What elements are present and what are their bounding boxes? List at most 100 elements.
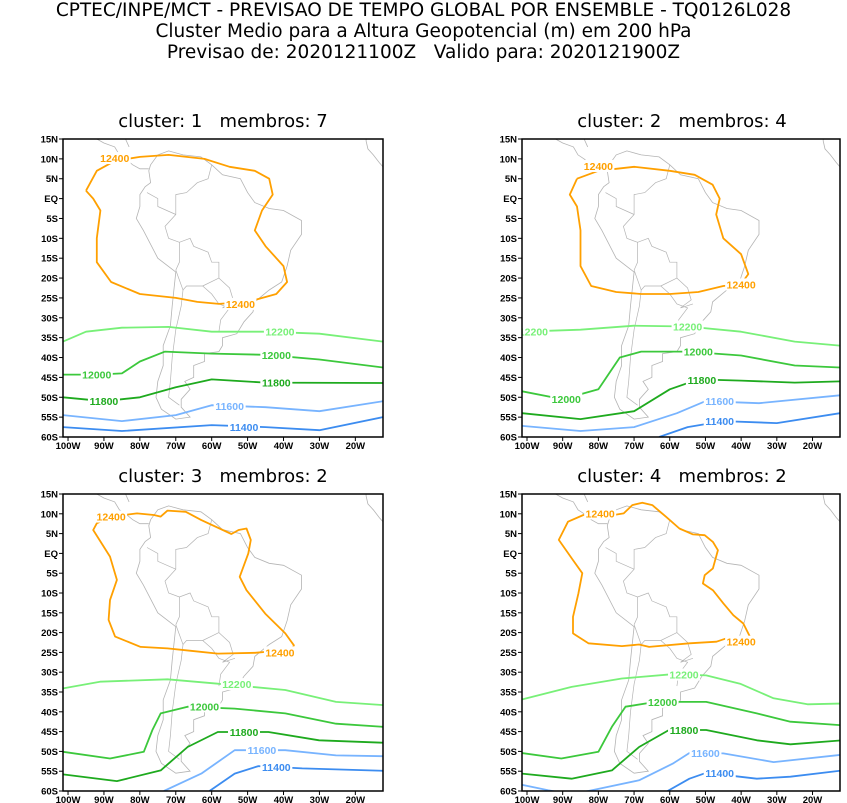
contour-11600 — [522, 752, 840, 791]
contour-label-12400: 12400 — [586, 508, 615, 520]
contour-label-11600: 11600 — [691, 748, 720, 760]
lat-tick-label: 50S — [500, 393, 517, 404]
plot-area: 12400 12400 12200 12000 12000 11800 11800 11600… — [63, 139, 383, 434]
header-title-line1: CPTEC/INPE/MCT - PREVISAO DE TEMPO GLOBA… — [55, 0, 792, 21]
lat-tick-label: 30S — [41, 668, 58, 679]
contour-label-12000: 12000 — [82, 370, 111, 382]
country-border — [626, 289, 642, 406]
panel-4-map: 12400 12400 12200 12000 11800 11600 11400 15N 10… — [500, 490, 841, 803]
contour-label-12200: 12200 — [222, 679, 251, 691]
country-border — [175, 269, 220, 291]
contour-12000 — [522, 350, 840, 401]
contour-label-bg — [668, 668, 701, 681]
lat-tick-label: 30S — [41, 313, 58, 324]
contour-label-bg — [98, 152, 131, 165]
lat-tick-label: 10N — [500, 509, 518, 520]
lon-tick-label: 100W — [56, 441, 81, 452]
contour-label-bg — [263, 646, 296, 659]
lon-tick-label: 60W — [660, 441, 680, 452]
panel-4-title: cluster: 4 membros: 2 — [577, 466, 787, 487]
lat-tick-label: EQ — [44, 549, 58, 560]
coastline-caribbean — [111, 139, 130, 148]
lat-tick-label: 15N — [41, 490, 59, 501]
lat-tick-label: 15S — [41, 254, 58, 265]
plot-frame — [62, 138, 384, 438]
lat-tick-label: EQ — [503, 549, 517, 560]
lon-tick-label: 100W — [56, 795, 81, 803]
lat-tick-label: 25S — [41, 293, 58, 304]
contour-label-12000: 12000 — [552, 394, 581, 406]
contour-11600 — [63, 400, 383, 423]
lon-tick-label: 80W — [589, 795, 609, 803]
plot-frame — [521, 493, 841, 792]
contour-label-bg — [263, 325, 296, 338]
lon-tick-label: 30W — [310, 795, 330, 803]
contour-12400 — [92, 509, 295, 655]
lon-tick-label: 80W — [130, 795, 150, 803]
contour-label-bg — [87, 395, 120, 408]
lon-tick-label: 30W — [310, 441, 330, 452]
lat-tick-label: 20S — [500, 274, 517, 285]
contour-label-12200: 12200 — [673, 322, 702, 334]
coastline-africa — [365, 139, 383, 168]
contour-label-11400: 11400 — [262, 762, 291, 774]
country-border — [175, 624, 220, 646]
lon-tick-label: 50W — [696, 795, 716, 803]
contour-12200 — [63, 678, 383, 706]
contour-label-12000: 12000 — [262, 350, 291, 362]
coastline-caribbean — [111, 494, 130, 503]
lat-tick-label: 10N — [41, 509, 59, 520]
lat-tick-label: 10S — [41, 589, 58, 600]
contour-label-12400: 12400 — [727, 637, 756, 649]
contour-label-bg — [188, 700, 221, 713]
contour-label-bg — [220, 678, 253, 691]
contour-label-bg — [550, 392, 583, 405]
contour-label-12400: 12400 — [97, 512, 126, 524]
coastline-south-america — [594, 505, 760, 774]
lat-tick-label: 5N — [505, 529, 517, 540]
contour-label-bg — [245, 744, 278, 757]
contour-12400 — [85, 153, 289, 305]
contour-label-bg — [224, 297, 257, 310]
contour-label-bg — [213, 400, 246, 413]
contour-label-12400: 12400 — [265, 647, 294, 659]
lat-tick-label: 60S — [500, 787, 517, 798]
lat-tick-label: 15N — [41, 135, 59, 146]
lat-tick-label: 45S — [41, 727, 58, 738]
panel-1-title: cluster: 1 membros: 7 — [118, 111, 328, 132]
lat-tick-label: 35S — [500, 688, 517, 699]
contour-label-11800: 11800 — [670, 725, 699, 737]
lat-tick-label: 15N — [500, 490, 518, 501]
lon-tick-label: 60W — [202, 795, 222, 803]
lon-tick-label: 70W — [624, 441, 644, 452]
contour-11800 — [522, 729, 840, 780]
lon-tick-label: 30W — [767, 795, 787, 803]
country-border — [164, 164, 236, 309]
contour-11400 — [658, 412, 840, 437]
lat-tick-label: 25S — [41, 648, 58, 659]
lat-tick-label: 50S — [41, 747, 58, 758]
contour-label-11400: 11400 — [705, 416, 734, 428]
contour-12200 — [63, 325, 383, 343]
lon-tick-label: 50W — [238, 441, 258, 452]
country-border — [605, 192, 635, 215]
country-border — [202, 285, 231, 332]
country-border — [164, 519, 236, 663]
contour-label-11800: 11800 — [262, 378, 291, 390]
lat-tick-label: 60S — [41, 433, 58, 444]
country-border — [633, 597, 638, 625]
lat-tick-label: 5N — [505, 174, 517, 185]
contour-label-bg — [668, 724, 701, 737]
lon-tick-label: 80W — [589, 441, 609, 452]
contour-label-bg — [685, 373, 718, 386]
contour-label-12400: 12400 — [226, 299, 255, 311]
lat-tick-label: 45S — [500, 373, 517, 384]
plot-frame — [521, 138, 841, 438]
contour-label-11400: 11400 — [705, 768, 734, 780]
contour-label-11600: 11600 — [705, 396, 734, 408]
lat-tick-label: 5S — [505, 214, 517, 225]
lon-tick-label: 90W — [94, 441, 114, 452]
lat-tick-label: 5S — [46, 569, 58, 580]
lon-tick-label: 100W — [515, 795, 540, 803]
contour-12000 — [63, 705, 383, 760]
